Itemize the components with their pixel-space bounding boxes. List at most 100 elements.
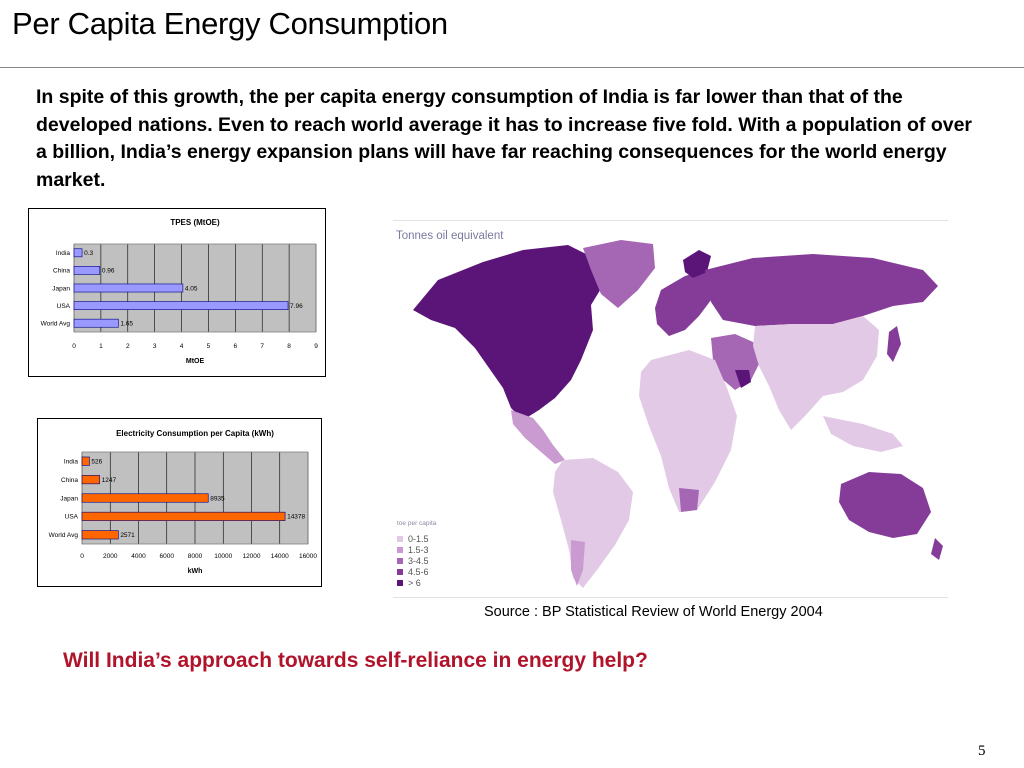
map-south-africa	[679, 488, 699, 512]
x-tick-label: 3	[153, 343, 157, 350]
map-se-asia	[823, 416, 903, 452]
tpes-chart: 0 1 2 3 4 5 6 7 8 9 India 0.3 China 0.96 Japan 4.05 USA 7…	[28, 208, 326, 377]
data-label: 2571	[120, 532, 135, 539]
map-australia	[839, 472, 931, 538]
category-label: China	[61, 477, 78, 484]
map-scandinavia	[683, 250, 711, 278]
map-russia	[705, 254, 938, 326]
legend-label: 0-1.5	[408, 533, 429, 544]
map-greenland	[583, 240, 655, 308]
map-new-zealand	[931, 538, 943, 560]
legend-swatch	[397, 579, 403, 586]
closing-question: Will India’s approach towards self-relia…	[63, 649, 648, 672]
x-tick-label: 7	[260, 343, 264, 350]
legend-title: toe per capita	[397, 520, 437, 527]
data-label: 1.65	[120, 321, 133, 328]
map-central-america	[511, 410, 565, 464]
category-label: India	[56, 250, 70, 257]
map-gulf	[735, 370, 751, 388]
bar	[81, 456, 90, 466]
legend-item: 0-1.5	[397, 533, 436, 544]
slide-title: Per Capita Energy Consumption	[12, 6, 448, 41]
map-africa	[639, 350, 737, 512]
x-axis-label: kWh	[188, 568, 203, 575]
bar	[81, 511, 286, 521]
electricity-chart: 0 2000 4000 6000 8000 10000 12000 14000 16000 Ind…	[37, 418, 322, 587]
category-label: USA	[57, 303, 71, 310]
legend-item: 1.5-3	[397, 544, 436, 555]
category-label: Japan	[52, 285, 70, 292]
data-label: 7.96	[290, 303, 303, 310]
x-tick-label: 0	[80, 553, 84, 560]
x-tick-label: 6	[234, 343, 238, 350]
x-tick-label: 8	[287, 343, 291, 350]
world-map-graphic	[413, 240, 943, 588]
x-tick-label: 10000	[214, 553, 232, 560]
bar	[81, 530, 119, 540]
x-tick-label: 0	[72, 343, 76, 350]
intro-paragraph: In spite of this growth, the per capita …	[36, 86, 973, 191]
tpes-chart-svg: 0 1 2 3 4 5 6 7 8 9 India 0.3 China 0.96 Japan 4.05 USA 7…	[41, 218, 319, 365]
x-tick-label: 5	[207, 343, 211, 350]
bar	[81, 475, 100, 485]
x-tick-label: 6000	[160, 553, 175, 560]
data-label: 1247	[102, 477, 117, 484]
data-label: 0.96	[102, 268, 115, 275]
map-europe	[655, 270, 715, 336]
title-divider	[0, 67, 1024, 68]
legend-items: 0-1.5 1.5-3 3-4.5 4.5-6 > 6	[397, 533, 436, 588]
bar	[81, 493, 209, 503]
legend-item: 3-4.5	[397, 555, 436, 566]
electricity-chart-svg: 0 2000 4000 6000 8000 10000 12000 14000 16000 Ind…	[49, 429, 318, 575]
category-label: China	[53, 268, 70, 275]
x-tick-label: 14000	[271, 553, 289, 560]
category-label: World Avg	[41, 321, 71, 328]
bar	[73, 318, 119, 328]
x-tick-label: 8000	[188, 553, 203, 560]
bar	[73, 248, 83, 258]
legend-label: 4.5-6	[408, 566, 429, 577]
legend-swatch	[397, 568, 403, 575]
category-label: World Avg	[49, 532, 79, 539]
x-tick-label: 4000	[131, 553, 146, 560]
chart-title: TPES (MtOE)	[170, 218, 220, 227]
x-tick-label: 9	[314, 343, 318, 350]
legend-label: 3-4.5	[408, 555, 429, 566]
map-legend: toe per capita 0-1.5 1.5-3 3-4.5 4.5-6 > 6	[397, 520, 436, 588]
map-north-america	[413, 245, 605, 420]
map-japan	[887, 326, 901, 362]
data-label: 526	[91, 459, 102, 466]
chart-title: Electricity Consumption per Capita (kWh)	[116, 429, 274, 438]
x-tick-label: 16000	[299, 553, 317, 560]
legend-item: > 6	[397, 577, 436, 588]
data-label: 0.3	[84, 250, 93, 257]
data-label: 4.05	[185, 285, 198, 292]
map-south-america-south	[571, 540, 585, 586]
data-label: 8935	[210, 495, 225, 502]
category-label: USA	[65, 514, 79, 521]
category-label: Japan	[60, 495, 78, 502]
data-label: 14378	[287, 514, 305, 521]
x-tick-label: 1	[99, 343, 103, 350]
x-axis-label: MtOE	[186, 358, 205, 365]
legend-label: > 6	[408, 577, 421, 588]
bar	[73, 283, 184, 293]
category-label: India	[64, 459, 78, 466]
map-frame	[393, 220, 948, 598]
world-energy-map: Tonnes oil equivalent toe per capita 0-1…	[393, 220, 948, 598]
map-label: Tonnes oil equivalent	[396, 230, 504, 242]
bar	[73, 266, 101, 275]
page-number: 5	[978, 743, 986, 759]
legend-label: 1.5-3	[408, 544, 429, 555]
legend-swatch	[397, 546, 403, 553]
map-south-america	[553, 458, 633, 588]
legend-item: 4.5-6	[397, 566, 436, 577]
x-tick-label: 2	[126, 343, 130, 350]
x-tick-label: 12000	[242, 553, 260, 560]
legend-swatch	[397, 535, 403, 542]
x-tick-label: 2000	[103, 553, 118, 560]
legend-swatch	[397, 557, 403, 564]
bar	[73, 301, 289, 310]
source-note: Source : BP Statistical Review of World …	[484, 604, 823, 620]
x-tick-label: 4	[180, 343, 184, 350]
